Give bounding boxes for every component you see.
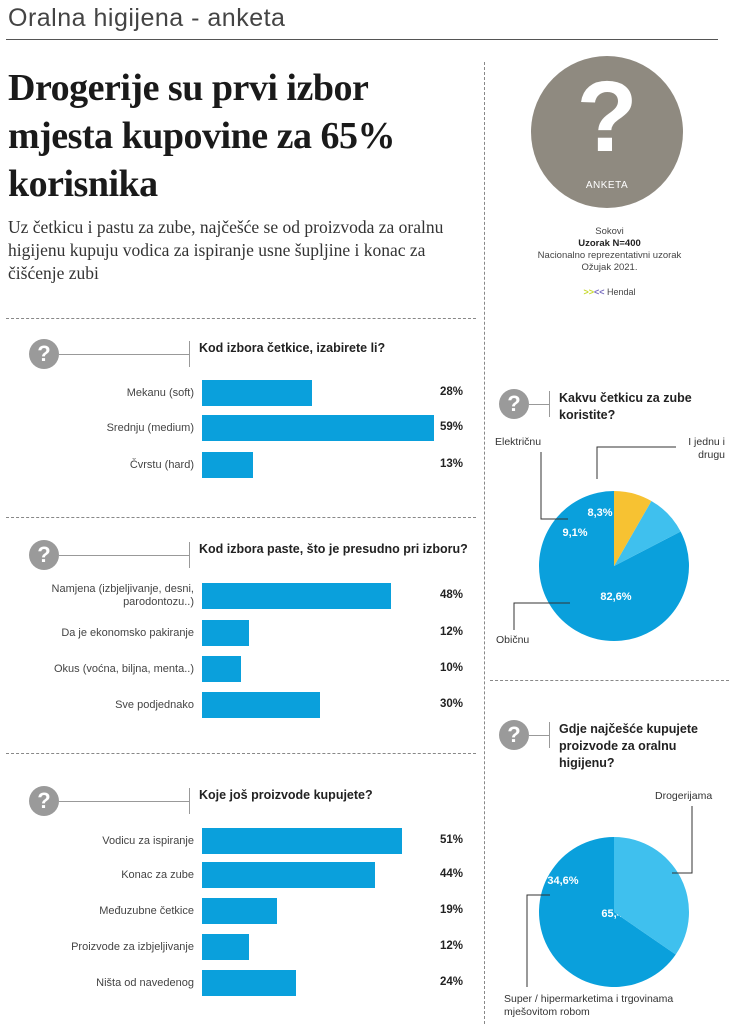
leader-line — [540, 452, 568, 520]
pie-label: Električnu — [495, 436, 542, 448]
bar — [202, 934, 250, 960]
bar-value: 59% — [439, 421, 463, 433]
headline: Drogerije su prvi izbor mjesta kupovine … — [8, 67, 395, 205]
connector-line — [59, 801, 189, 802]
meta-client: Sokovi — [595, 226, 624, 237]
connector-line — [529, 735, 549, 736]
pie-slice — [539, 491, 690, 641]
bar-label: Čvrstu (hard) — [129, 459, 194, 471]
pie-slice — [539, 837, 676, 987]
bar-label: Međuzubne četkice — [99, 905, 194, 917]
slice-value: 8,3% — [587, 507, 612, 519]
hendal-logo-icon: >> — [583, 287, 594, 297]
bar-value: 10% — [439, 662, 463, 674]
bar-value: 13% — [439, 458, 463, 470]
leader-line — [513, 602, 570, 630]
separator — [189, 542, 190, 568]
bar-value: 19% — [439, 904, 463, 916]
header-divider — [6, 39, 718, 40]
meta-date: Ožujak 2021. — [581, 262, 638, 273]
section-header: Oralna higijena - anketa — [8, 4, 286, 32]
bar-value: 48% — [439, 589, 463, 601]
pie-label: Drogerijama — [655, 790, 713, 802]
leader-line — [672, 806, 693, 874]
leader-line — [596, 446, 676, 479]
bar-label: Konac za zube — [121, 869, 194, 881]
bar — [202, 828, 403, 854]
bar — [202, 583, 391, 609]
slice-value: 9,1% — [562, 527, 587, 539]
agency-name: Hendal — [607, 287, 636, 297]
hendal-logo-icon-part: << — [593, 287, 605, 297]
section-divider — [6, 753, 476, 754]
slice-value: 34,6% — [547, 875, 578, 887]
meta-type: Nacionalno reprezentativni uzorak — [537, 250, 682, 261]
pie-slice — [614, 500, 681, 566]
bar-value: 24% — [439, 976, 463, 988]
bar-label: Okus (voćna, biljna, menta..) — [53, 663, 194, 675]
question-title: Kod izbora četkice, izabirete li? — [199, 341, 386, 355]
question-title: Kod izbora paste, što je presudno pri iz… — [199, 542, 468, 556]
connector-line — [59, 354, 189, 355]
slice-value: 82,6% — [600, 591, 631, 603]
pie-label: Super / hipermarketima i trgovinama mješ… — [504, 993, 674, 1018]
bar-label: Ništa od navedenog — [96, 977, 194, 989]
bar-value: 12% — [439, 626, 463, 638]
bar-label: Sve podjednako — [115, 699, 194, 711]
question-icon: ? — [499, 720, 529, 750]
bar-value: 28% — [439, 386, 463, 398]
separator — [189, 341, 190, 367]
question-mark-icon: ? — [576, 61, 638, 173]
question-icon: ? — [499, 389, 529, 419]
section-divider — [6, 517, 476, 518]
bar — [202, 898, 277, 924]
leader-line — [526, 894, 550, 987]
bar-label: Mekanu (soft) — [126, 387, 194, 399]
badge-label: ANKETA — [585, 180, 629, 191]
question-icon: ? — [29, 339, 59, 369]
bar — [202, 452, 254, 478]
bar — [202, 415, 434, 441]
pie-label: Običnu — [496, 634, 530, 646]
connector-line — [529, 404, 549, 405]
bar — [202, 692, 320, 718]
agency-logo: >><< Hendal — [490, 286, 729, 298]
bar-label: Srednju (medium) — [106, 422, 194, 434]
separator — [549, 391, 550, 417]
survey-meta: Sokovi Uzorak N=400 Nacionalno reprezent… — [490, 226, 729, 298]
slice-value: 65,4% — [601, 908, 632, 920]
question-icon: ? — [29, 540, 59, 570]
intro: Drogerije su prvi izbor mjesta kupovine … — [8, 64, 478, 285]
bar — [202, 656, 242, 682]
bar-value: 44% — [439, 868, 463, 880]
pie-label: I jednu i drugu — [688, 436, 725, 461]
bar-value: 30% — [439, 698, 463, 710]
separator — [189, 788, 190, 814]
question-title: Koje još proizvode kupujete? — [199, 788, 373, 802]
bar — [202, 380, 313, 406]
bar-label: Namjena (izbjeljivanje, desni, parodonto… — [51, 583, 194, 608]
pie-slice — [614, 837, 690, 955]
bar-value: 51% — [439, 834, 463, 846]
meta-sample: Uzorak N=400 — [578, 238, 641, 249]
right-divider — [490, 680, 729, 681]
bar — [202, 970, 297, 996]
pie-slice — [614, 491, 652, 566]
subheadline: Uz četkicu i pastu za zube, najčešće se … — [8, 217, 444, 283]
question-title: Kakvu četkicu za zube koristite? — [559, 391, 692, 422]
bar-label: Da je ekonomsko pakiranje — [61, 627, 194, 639]
bar — [202, 862, 375, 888]
separator — [549, 722, 550, 748]
anketa-badge: ? ANKETA — [531, 56, 683, 208]
question-icon: ? — [29, 786, 59, 816]
connector-line — [59, 555, 189, 556]
bar — [202, 620, 250, 646]
question-title: Gdje najčešće kupujete proizvode za oral… — [559, 722, 698, 770]
bar-label: Proizvode za izbjeljivanje — [71, 941, 194, 953]
column-divider — [484, 62, 485, 1024]
section-divider — [6, 318, 476, 319]
bar-label: Vodicu za ispiranje — [102, 835, 194, 847]
bar-value: 12% — [439, 940, 463, 952]
